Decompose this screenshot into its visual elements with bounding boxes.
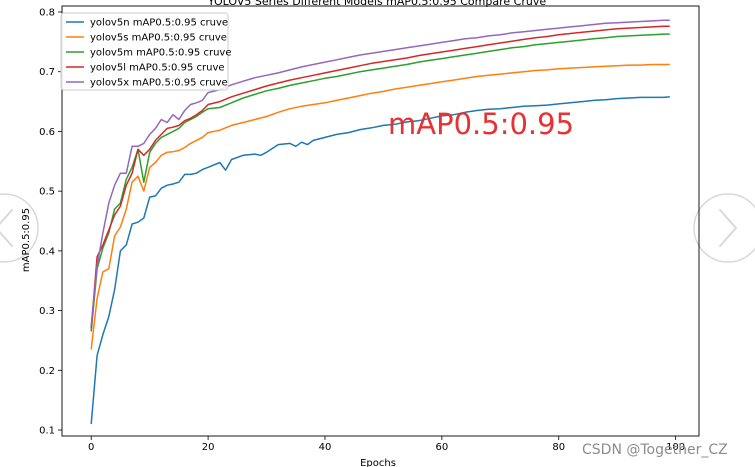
y-tick-label: 0.8 [39, 7, 55, 18]
series-line-yolov5n [90, 96, 670, 425]
y-tick-label: 0.7 [39, 67, 55, 78]
legend-label: yolov5x mAP0.5:0.95 cruve [90, 78, 228, 89]
watermark-text: CSDN @Together_CZ [582, 442, 728, 458]
prev-circle [0, 193, 39, 263]
next-image-button[interactable] [693, 193, 755, 263]
y-tick-label: 0.3 [39, 306, 55, 317]
series-line-yolov5l [90, 25, 670, 329]
y-tick-label: 0.4 [39, 246, 55, 257]
x-tick-label: 80 [552, 442, 565, 453]
x-tick-label: 40 [319, 442, 332, 453]
y-tick-label: 0.1 [39, 426, 55, 437]
chevron-right-icon [719, 209, 737, 247]
annotation-text: mAP0.5:0.95 [388, 107, 574, 141]
y-tick-label: 0.5 [39, 187, 55, 198]
series-line-yolov5s [90, 63, 670, 350]
x-tick-label: 20 [202, 442, 215, 453]
series-line-yolov5x [90, 19, 670, 326]
axis-ticks: 0 20 40 60 80 100 0.1 0.2 0.3 0.4 0.5 0.6 0.7 0.8 [39, 7, 685, 453]
legend-label: yolov5s mAP0.5:0.95 cruve [90, 33, 227, 44]
series-line-yolov5m [90, 33, 670, 332]
legend-label: yolov5l mAP0.5:0.95 cruve [90, 63, 225, 74]
legend-label: yolov5m mAP0.5:0.95 cruve [90, 48, 231, 59]
prev-image-button[interactable] [0, 193, 39, 263]
legend: yolov5n mAP0.5:0.95 cruve yolov5s mAP0.5:… [60, 12, 231, 91]
y-tick-label: 0.6 [39, 127, 55, 138]
legend-label: yolov5n mAP0.5:0.95 cruve [90, 18, 228, 29]
x-tick-label: 60 [435, 442, 448, 453]
chart-title: YOLOV5 Series Different Models mAP0.5:0.… [207, 0, 546, 8]
plot-area [61, 5, 700, 437]
x-tick-label: 100 [666, 442, 685, 453]
legend-box [60, 12, 229, 91]
chevron-left-icon [0, 209, 13, 247]
next-circle [693, 193, 755, 263]
y-tick-label: 0.2 [39, 366, 55, 377]
x-tick-label: 0 [88, 442, 94, 453]
y-axis-label: mAP0.5:0.95 [21, 208, 32, 272]
series-lines [90, 19, 670, 425]
x-axis-label: Epochs [360, 458, 396, 467]
